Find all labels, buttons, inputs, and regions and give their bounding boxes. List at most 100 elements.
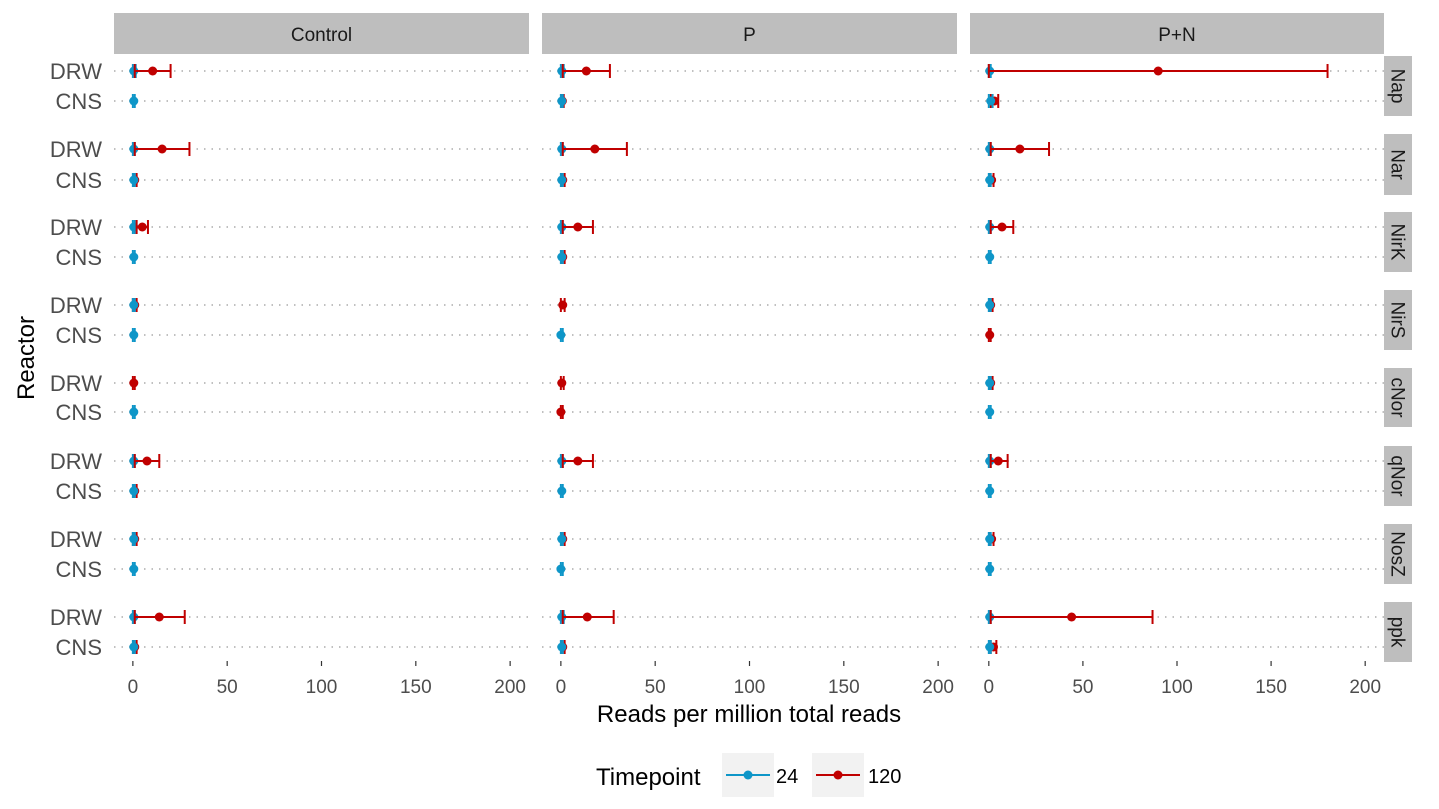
point-p-n-cnor-drw-t24 [985, 378, 995, 388]
facet-label-nosz: NosZ [1387, 531, 1408, 577]
facet-strip-nirk [1384, 212, 1412, 272]
data-marks [129, 64, 1329, 654]
point-control-nap-drw-t120 [148, 66, 158, 76]
point-p-nap-drw-t120 [581, 66, 591, 76]
point-p-nirs-drw-t120 [558, 300, 568, 310]
point-control-nosz-drw-t24 [129, 534, 139, 544]
point-control-qnor-cns-t24 [129, 486, 139, 496]
point-p-n-ppk-drw-t120 [1067, 612, 1077, 622]
point-p-nap-cns-t24 [557, 96, 567, 106]
y-tick-label-cnor-cns: CNS [56, 400, 102, 425]
facet-strip-nirs [1384, 290, 1412, 350]
facet-strip-nap [1384, 56, 1412, 116]
facet-strip-p-n [970, 13, 1384, 54]
y-tick-label-nirk-drw: DRW [50, 215, 102, 240]
facet-label-nar: Nar [1387, 149, 1408, 180]
x-axis-title: Reads per million total reads [597, 701, 901, 728]
y-axis-title: Reactor [13, 316, 40, 400]
x-tick-label-p-n-0: 0 [984, 677, 995, 698]
point-p-n-nap-cns-t24 [986, 96, 996, 106]
y-tick-label-nap-drw: DRW [50, 59, 102, 84]
point-p-n-nosz-cns-t24 [985, 564, 995, 574]
x-tick-label-control-150: 150 [400, 677, 432, 698]
point-p-n-qnor-drw-t120 [993, 456, 1003, 466]
y-tick-label-nar-cns: CNS [56, 168, 102, 193]
point-p-n-nirs-drw-t24 [985, 300, 995, 310]
facet-strip-cnor [1384, 368, 1412, 427]
point-control-qnor-drw-t120 [142, 456, 152, 466]
point-p-nirk-drw-t120 [573, 222, 583, 232]
legend-label-120: 120 [868, 766, 901, 788]
point-p-cnor-drw-t120 [557, 378, 567, 388]
legend-key-point-24 [743, 770, 753, 780]
facet-label-p-n: P+N [1158, 25, 1196, 46]
point-p-ppk-cns-t24 [557, 642, 567, 652]
point-p-qnor-drw-t120 [573, 456, 583, 466]
point-p-n-nirk-cns-t24 [985, 252, 995, 262]
point-control-nirs-cns-t24 [129, 330, 139, 340]
point-p-qnor-cns-t24 [557, 486, 567, 496]
point-p-nar-cns-t24 [557, 175, 567, 185]
y-tick-label-cnor-drw: DRW [50, 371, 102, 396]
y-tick-label-nap-cns: CNS [56, 89, 102, 114]
point-control-ppk-drw-t120 [154, 612, 164, 622]
facet-label-p: P [743, 25, 756, 46]
x-tick-label-p-150: 150 [828, 677, 860, 698]
y-tick-label-ppk-cns: CNS [56, 635, 102, 660]
point-p-n-nar-cns-t24 [985, 175, 995, 185]
axes: DRW CNS DRW CNS DRW CNS DRW CNS DRW CNS DRW CNS DRW C… [50, 59, 1381, 698]
facet-label-ppk: ppk [1387, 617, 1408, 648]
point-control-nar-cns-t24 [129, 175, 139, 185]
y-tick-label-qnor-drw: DRW [50, 449, 102, 474]
y-tick-label-nosz-cns: CNS [56, 557, 102, 582]
facet-strip-control [114, 13, 529, 54]
point-control-nap-cns-t24 [129, 96, 139, 106]
x-tick-label-p-n-200: 200 [1349, 677, 1381, 698]
point-p-nosz-cns-t24 [556, 564, 566, 574]
x-tick-label-p-n-150: 150 [1255, 677, 1287, 698]
facet-strip-p [542, 13, 957, 54]
y-tick-label-nirs-drw: DRW [50, 293, 102, 318]
y-tick-label-nar-drw: DRW [50, 137, 102, 162]
facet-label-qnor: qNor [1387, 455, 1408, 497]
legend-title: Timepoint [596, 764, 701, 791]
facet-label-cnor: cNor [1387, 377, 1408, 418]
x-tick-label-control-100: 100 [306, 677, 338, 698]
y-tick-label-ppk-drw: DRW [50, 605, 102, 630]
facet-strip-nar [1384, 134, 1412, 195]
point-p-n-cnor-cns-t24 [985, 407, 995, 417]
point-control-nosz-cns-t24 [129, 564, 139, 574]
point-control-nar-drw-t120 [157, 144, 167, 154]
facet-label-control: Control [291, 25, 352, 46]
y-tick-label-nirk-cns: CNS [56, 245, 102, 270]
x-tick-label-p-200: 200 [922, 677, 954, 698]
point-control-nirs-drw-t24 [129, 300, 139, 310]
y-tick-label-qnor-cns: CNS [56, 479, 102, 504]
legend: Timepoint 24 120 [596, 753, 901, 797]
x-tick-label-p-n-100: 100 [1161, 677, 1193, 698]
point-p-n-qnor-cns-t24 [985, 486, 995, 496]
x-tick-label-p-n-50: 50 [1072, 677, 1093, 698]
y-tick-label-nirs-cns: CNS [56, 323, 102, 348]
facet-strip-ppk [1384, 602, 1412, 662]
point-control-cnor-cns-t24 [129, 407, 139, 417]
x-tick-label-control-0: 0 [128, 677, 139, 698]
facet-label-nap: Nap [1387, 69, 1408, 104]
point-p-n-ppk-cns-t24 [985, 642, 995, 652]
point-control-nirk-drw-t120 [137, 222, 147, 232]
facet-strip-nosz [1384, 524, 1412, 584]
point-p-nirs-cns-t24 [556, 330, 566, 340]
legend-label-24: 24 [776, 766, 798, 788]
point-p-cnor-cns-t120 [556, 407, 566, 417]
facet-label-nirs: NirS [1387, 302, 1408, 339]
facet-strips: Control P P+N Nap Nar NirK NirS cNor qNor NosZ ppk [114, 13, 1412, 662]
gridlines [114, 70, 1384, 648]
point-p-ppk-drw-t120 [582, 612, 592, 622]
point-control-ppk-cns-t24 [129, 642, 139, 652]
point-p-nirk-cns-t24 [557, 252, 567, 262]
point-p-n-nosz-drw-t24 [985, 534, 995, 544]
point-p-nosz-drw-t24 [557, 534, 567, 544]
facet-strip-qnor [1384, 446, 1412, 506]
y-tick-label-nosz-drw: DRW [50, 527, 102, 552]
